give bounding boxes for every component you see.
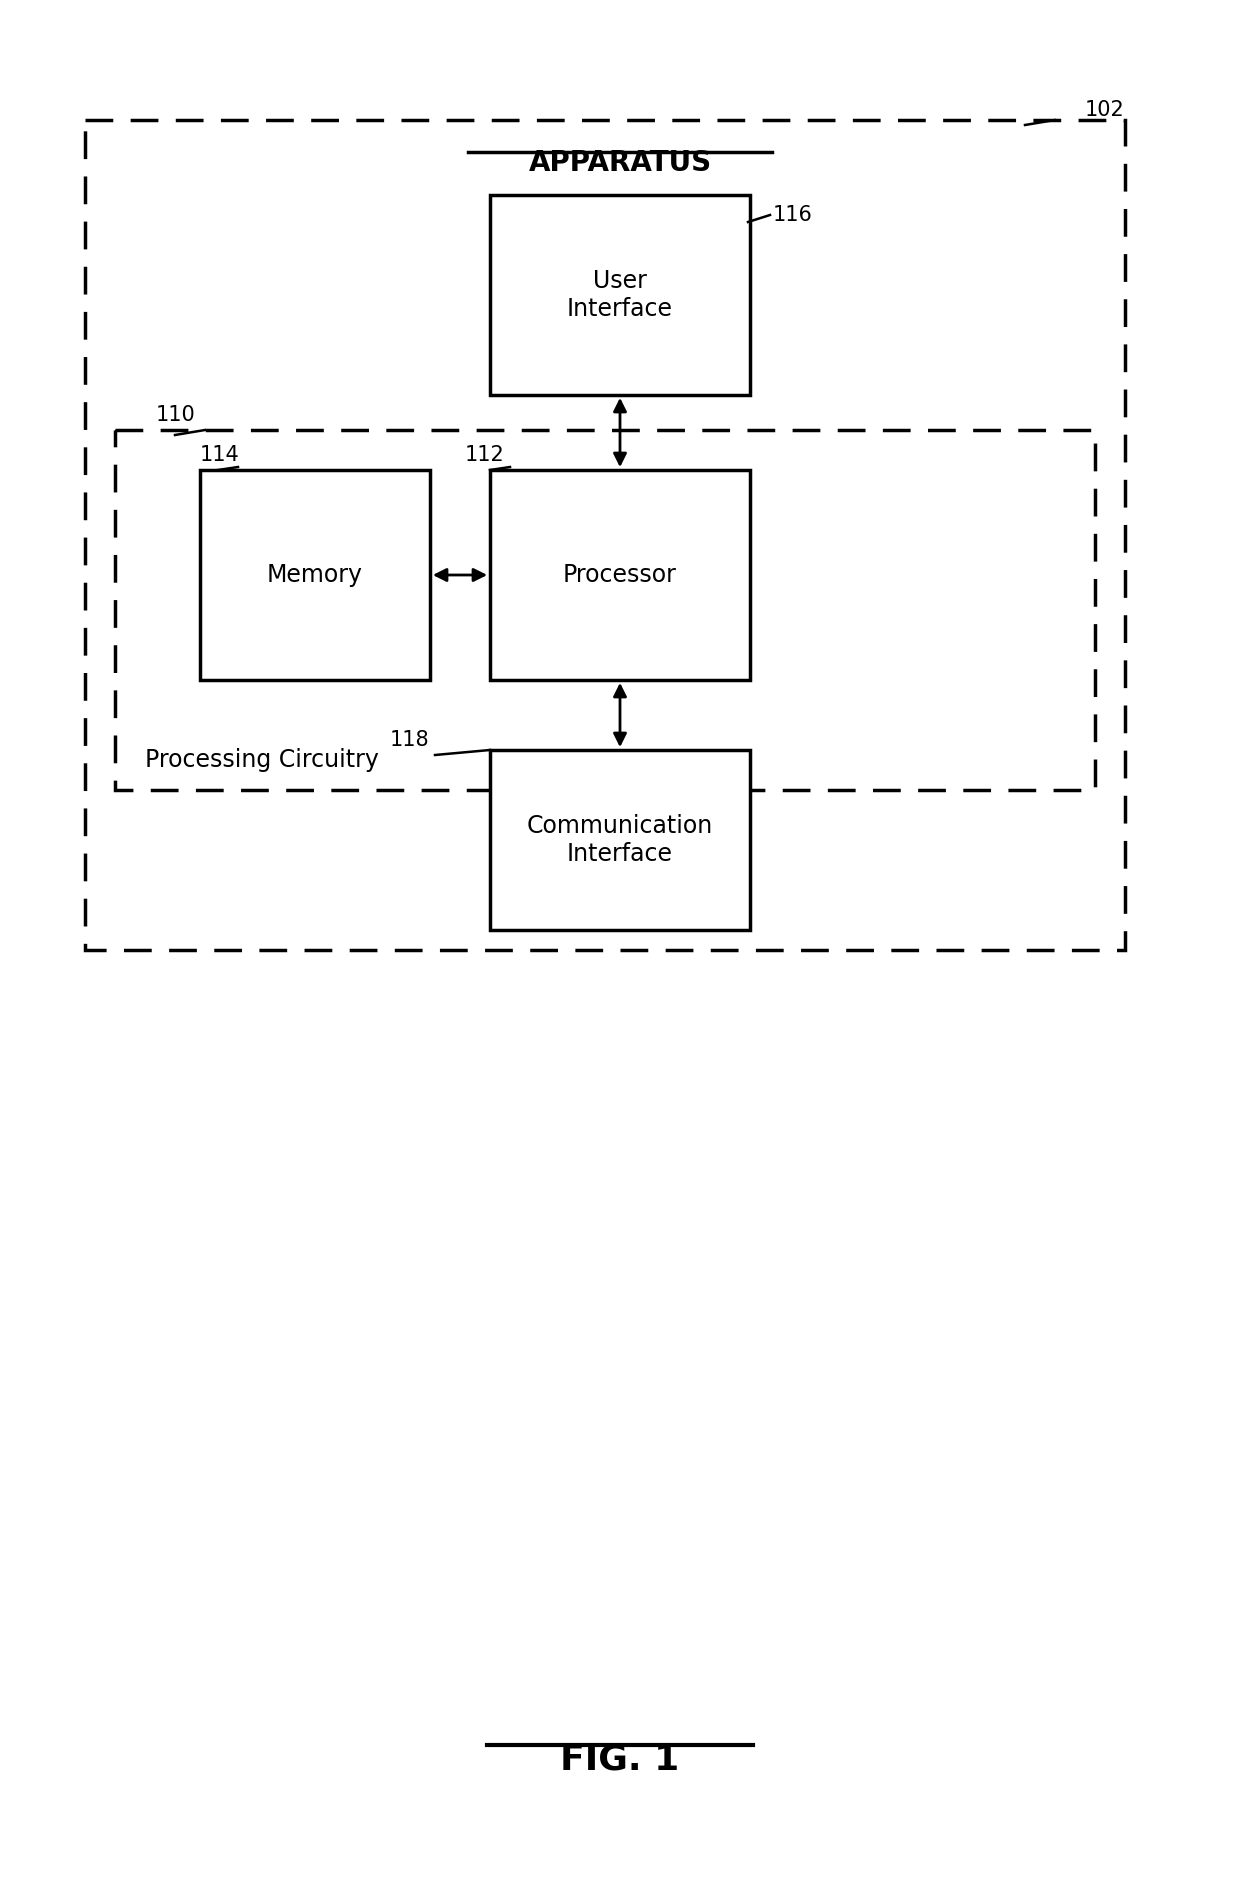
Bar [200,470,430,681]
Bar [490,470,750,681]
Text: 112: 112 [465,445,505,466]
Text: APPARATUS: APPARATUS [528,148,712,177]
Text: Processor: Processor [563,563,677,587]
Text: 116: 116 [773,205,813,224]
Text: Processing Circuitry: Processing Circuitry [145,747,379,772]
Text: Communication
Interface: Communication Interface [527,814,713,865]
Text: FIG. 1: FIG. 1 [560,1743,680,1777]
Text: User
Interface: User Interface [567,270,673,321]
Text: 118: 118 [391,730,429,751]
Text: 102: 102 [1085,101,1125,120]
Bar [115,430,1095,791]
Bar [490,751,750,930]
Bar [490,196,750,395]
Text: Memory: Memory [267,563,363,587]
Bar [86,120,1125,950]
Text: 114: 114 [200,445,239,466]
Text: 110: 110 [156,405,196,426]
